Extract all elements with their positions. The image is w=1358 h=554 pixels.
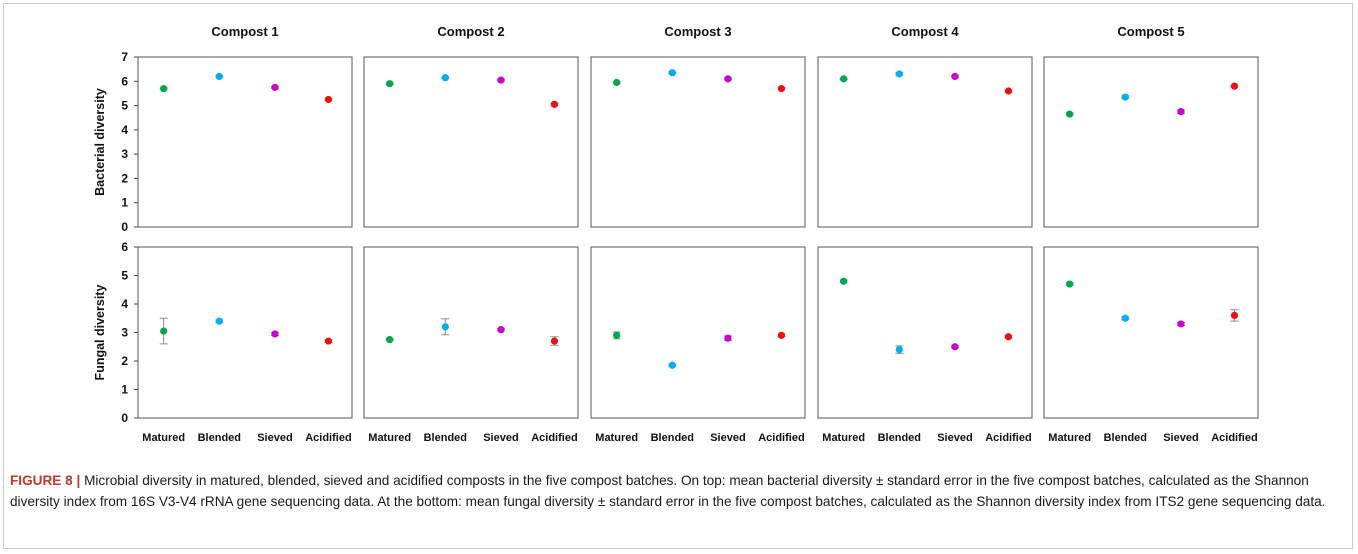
data-point-matured xyxy=(386,80,394,88)
y-tick-label: 7 xyxy=(121,50,128,64)
panel-bacterial-compost-2 xyxy=(363,56,579,228)
x-tick-label-matured: Matured xyxy=(1048,432,1091,444)
panel-bacterial-compost-1 xyxy=(137,56,353,228)
data-point-acidified xyxy=(550,100,559,108)
x-tick-label-acidified: Acidified xyxy=(1211,432,1257,444)
y-tick-label: 1 xyxy=(121,383,128,397)
y-axis-label-bacterial: Bacterial diversity xyxy=(93,88,107,196)
panel-fungal-compost-3 xyxy=(590,246,806,419)
data-point-sieved xyxy=(271,83,279,91)
data-point-matured xyxy=(1066,110,1074,118)
panel-fungal-compost-2 xyxy=(363,246,579,419)
x-tick-label-acidified: Acidified xyxy=(985,432,1031,444)
y-tick-label: 2 xyxy=(121,171,128,185)
data-point-blended xyxy=(668,361,676,369)
data-point-sieved xyxy=(1177,108,1185,116)
data-point-blended xyxy=(895,70,903,78)
x-tick-label-sieved: Sieved xyxy=(710,432,745,444)
y-tick-label: 5 xyxy=(121,269,128,283)
y-tick-label: 6 xyxy=(121,74,128,88)
data-point-matured xyxy=(1066,280,1074,288)
column-title-compost-3: Compost 3 xyxy=(664,24,731,39)
panel-fungal-compost-5 xyxy=(1043,246,1259,419)
data-point-acidified xyxy=(777,84,786,93)
panel-fungal-compost-1 xyxy=(137,246,353,419)
y-tick-label: 4 xyxy=(121,123,128,137)
y-tick-label: 2 xyxy=(121,354,128,368)
data-point-blended xyxy=(441,74,449,82)
panel-bacterial-compost-3 xyxy=(590,56,806,228)
y-axis-label-fungal: Fungal diversity xyxy=(93,285,107,381)
data-point-sieved xyxy=(1177,320,1185,328)
y-tick-label: 3 xyxy=(121,326,128,340)
panel-bacterial-compost-4 xyxy=(817,56,1033,228)
data-point-acidified xyxy=(1230,82,1239,90)
column-title-compost-4: Compost 4 xyxy=(891,24,959,39)
data-point-acidified xyxy=(550,337,559,345)
data-point-blended xyxy=(895,346,903,354)
x-tick-label-blended: Blended xyxy=(424,432,467,444)
data-point-acidified xyxy=(777,331,786,339)
data-point-matured xyxy=(160,327,168,335)
data-point-sieved xyxy=(724,334,732,342)
x-tick-label-blended: Blended xyxy=(651,432,694,444)
data-point-matured xyxy=(840,277,848,285)
data-point-blended xyxy=(1121,314,1129,322)
column-title-compost-2: Compost 2 xyxy=(437,24,504,39)
x-tick-label-acidified: Acidified xyxy=(758,432,804,444)
data-point-sieved xyxy=(951,72,959,81)
data-point-matured xyxy=(613,331,621,339)
x-tick-label-matured: Matured xyxy=(142,432,185,444)
y-tick-label: 0 xyxy=(121,411,128,425)
data-point-matured xyxy=(386,336,394,344)
data-point-matured xyxy=(840,75,848,83)
data-point-acidified xyxy=(324,337,333,345)
y-tick-label: 6 xyxy=(121,240,128,254)
x-tick-label-sieved: Sieved xyxy=(1163,432,1198,444)
data-point-blended xyxy=(215,317,223,325)
data-point-matured xyxy=(160,84,168,93)
column-title-compost-5: Compost 5 xyxy=(1117,24,1184,39)
x-tick-label-matured: Matured xyxy=(822,432,865,444)
x-tick-label-sieved: Sieved xyxy=(483,432,518,444)
x-tick-label-matured: Matured xyxy=(595,432,638,444)
data-point-acidified xyxy=(1004,87,1013,95)
figure-label: FIGURE 8 | xyxy=(10,473,81,488)
data-point-blended xyxy=(668,69,676,77)
data-point-sieved xyxy=(497,326,505,334)
data-point-acidified xyxy=(1230,311,1239,319)
data-point-blended xyxy=(441,323,449,331)
data-point-sieved xyxy=(951,343,959,351)
x-tick-label-acidified: Acidified xyxy=(531,432,577,444)
data-point-blended xyxy=(215,72,223,81)
y-tick-label: 5 xyxy=(121,99,128,113)
data-point-matured xyxy=(613,78,621,87)
y-tick-label: 1 xyxy=(121,196,128,210)
x-tick-label-acidified: Acidified xyxy=(305,432,351,444)
chart-area: Compost 1 Compost 2 Compost 3 Compost 4 Comp… xyxy=(93,24,1259,444)
y-tick-label: 4 xyxy=(121,297,128,311)
y-tick-label: 0 xyxy=(121,220,128,234)
panel-fungal-compost-4 xyxy=(817,246,1033,419)
data-point-acidified xyxy=(1004,333,1013,341)
data-point-sieved xyxy=(497,76,505,84)
column-title-compost-1: Compost 1 xyxy=(211,24,278,39)
y-tick-label: 3 xyxy=(121,147,128,161)
x-tick-label-sieved: Sieved xyxy=(257,432,292,444)
x-tick-label-blended: Blended xyxy=(198,432,241,444)
data-point-acidified xyxy=(324,95,333,104)
data-point-blended xyxy=(1121,93,1129,101)
data-point-sieved xyxy=(724,75,732,83)
x-tick-label-matured: Matured xyxy=(368,432,411,444)
figure-caption: FIGURE 8 | Microbial diversity in mature… xyxy=(10,470,1345,512)
x-tick-label-blended: Blended xyxy=(1104,432,1147,444)
x-tick-label-sieved: Sieved xyxy=(937,432,972,444)
x-tick-label-blended: Blended xyxy=(878,432,921,444)
panel-bacterial-compost-5 xyxy=(1043,56,1259,228)
caption-text: Microbial diversity in matured, blended,… xyxy=(10,473,1326,509)
data-point-sieved xyxy=(271,330,279,338)
